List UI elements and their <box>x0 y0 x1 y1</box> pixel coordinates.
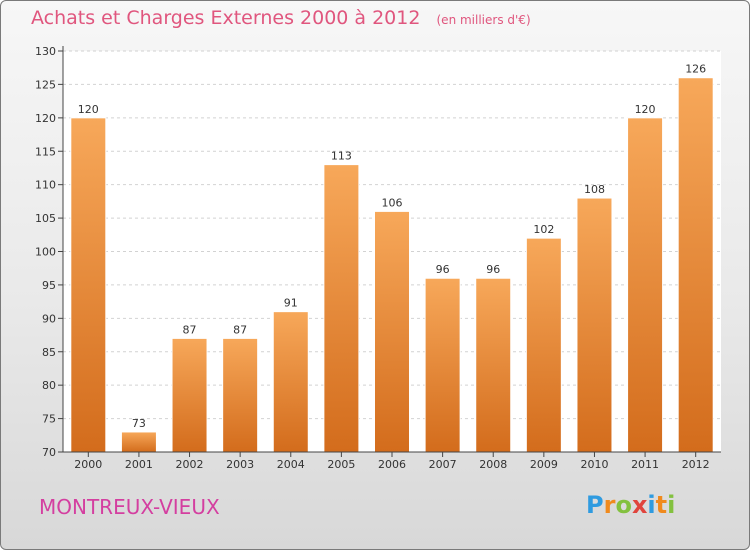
bar-2004 <box>272 311 309 453</box>
proxiti-logo: Proxiti <box>586 491 676 519</box>
data-label: 120 <box>78 103 99 116</box>
data-label: 120 <box>635 103 656 116</box>
data-label: 106 <box>382 196 403 209</box>
x-tick-label: 2003 <box>226 458 254 471</box>
chart-title-text: Achats et Charges Externes 2000 à 2012 <box>31 7 421 29</box>
data-label: 96 <box>436 263 450 276</box>
data-label: 113 <box>331 150 352 163</box>
x-tick-label: 2000 <box>74 458 102 471</box>
y-tick-label: 90 <box>42 312 56 325</box>
x-tick-label: 2004 <box>277 458 305 471</box>
bar-2005 <box>323 164 360 453</box>
x-tick-label: 2001 <box>125 458 153 471</box>
bar-2008 <box>475 277 512 453</box>
x-tick-label: 2006 <box>378 458 406 471</box>
data-label: 108 <box>584 183 605 196</box>
y-tick-label: 85 <box>42 346 56 359</box>
data-label: 73 <box>132 417 146 430</box>
chart-unit: (en milliers d'€) <box>436 13 531 27</box>
bar-2012 <box>677 77 714 453</box>
x-tick-label: 2007 <box>429 458 457 471</box>
y-tick-label: 120 <box>35 112 56 125</box>
y-tick-label: 100 <box>35 246 56 259</box>
bar-2011 <box>627 117 664 453</box>
y-tick-label: 130 <box>35 45 56 58</box>
y-tick-label: 80 <box>42 379 56 392</box>
data-label: 102 <box>533 223 554 236</box>
chart-title: Achats et Charges Externes 2000 à 2012 (… <box>31 7 531 29</box>
y-tick-label: 125 <box>35 78 56 91</box>
y-tick-label: 105 <box>35 212 56 225</box>
bar-2000 <box>70 117 107 453</box>
bar-2001 <box>120 431 157 453</box>
x-tick-label: 2002 <box>176 458 204 471</box>
bar-2010 <box>576 197 613 453</box>
bar-2009 <box>525 237 562 453</box>
data-label: 96 <box>486 263 500 276</box>
y-tick-label: 115 <box>35 145 56 158</box>
data-label: 126 <box>685 63 706 76</box>
bar-2003 <box>222 337 259 453</box>
x-tick-label: 2009 <box>530 458 558 471</box>
y-tick-label: 110 <box>35 179 56 192</box>
x-tick-label: 2008 <box>479 458 507 471</box>
x-tick-label: 2010 <box>580 458 608 471</box>
x-tick-label: 2011 <box>631 458 659 471</box>
y-tick-label: 95 <box>42 279 56 292</box>
bar-2007 <box>424 277 461 453</box>
bar-2002 <box>171 337 208 453</box>
x-tick-label: 2012 <box>682 458 710 471</box>
y-tick-label: 70 <box>42 446 56 459</box>
data-label: 87 <box>233 323 247 336</box>
x-tick-label: 2005 <box>327 458 355 471</box>
data-label: 87 <box>183 323 197 336</box>
data-label: 91 <box>284 297 298 310</box>
bar-2006 <box>374 210 410 453</box>
commune-name: MONTREUX-VIEUX <box>39 495 220 519</box>
y-tick-label: 75 <box>42 413 56 426</box>
